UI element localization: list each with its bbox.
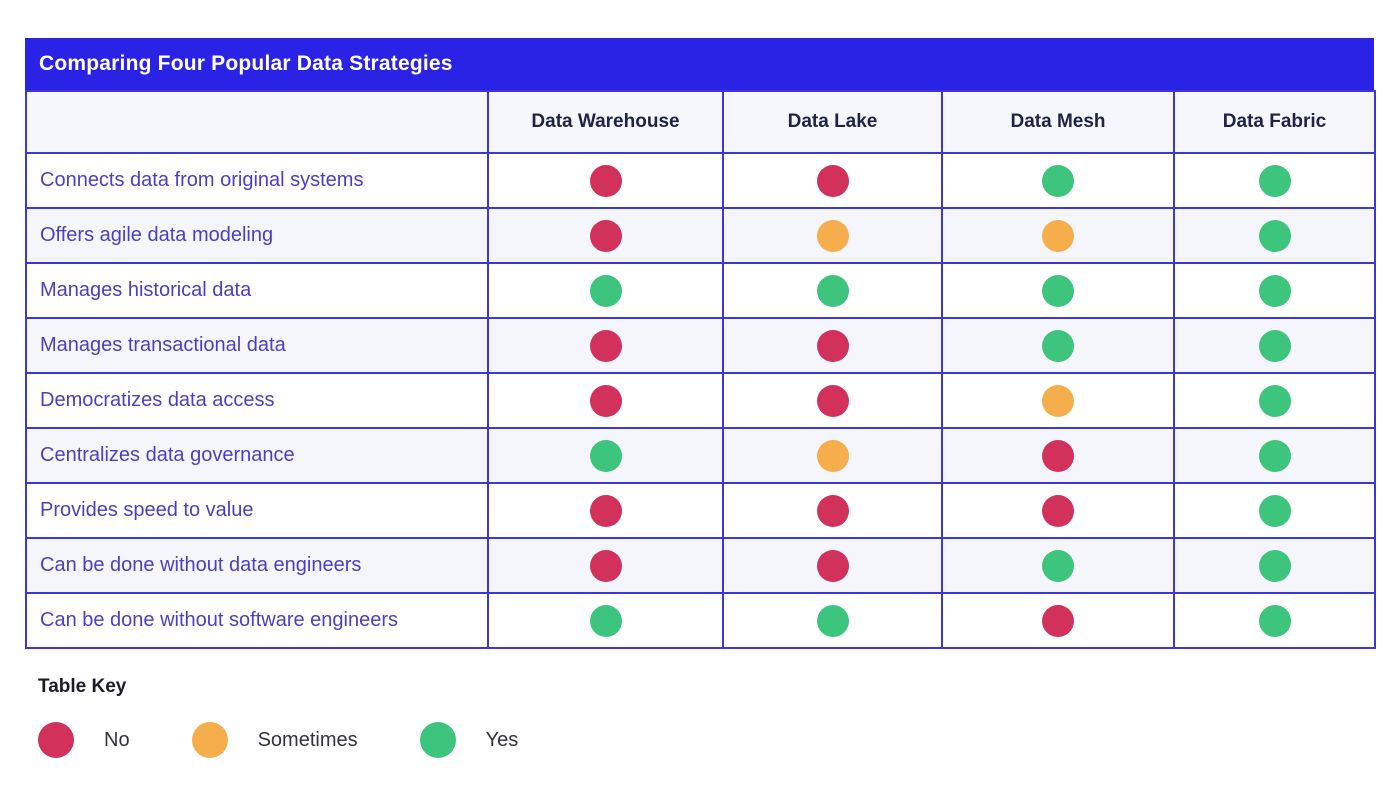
status-dot	[1042, 494, 1074, 527]
row-label: Offers agile data modeling	[25, 207, 489, 264]
row-label: Provides speed to value	[25, 482, 489, 539]
key-label-no: No	[104, 728, 130, 751]
status-dot	[589, 274, 622, 307]
table-row: Can be done without software engineers	[25, 592, 1376, 649]
status-dot	[1258, 274, 1291, 307]
status-dot	[1258, 439, 1291, 472]
key-item-yes: Yes	[419, 722, 519, 758]
status-dot	[816, 219, 849, 252]
table-title: Comparing Four Popular Data Strategies	[39, 52, 453, 75]
status-dot	[816, 549, 849, 582]
table-row: Connects data from original systems	[25, 152, 1376, 209]
status-dot	[589, 604, 622, 637]
status-dot	[1042, 219, 1074, 252]
status-dot	[1258, 604, 1291, 637]
status-dot	[589, 164, 622, 197]
row-label: Connects data from original systems	[25, 152, 489, 209]
table-row: Manages transactional data	[25, 317, 1376, 374]
status-dot	[589, 329, 622, 362]
status-dot	[589, 384, 622, 417]
status-dot	[816, 164, 849, 197]
header-row: Data Warehouse Data Lake Data Mesh Data …	[25, 90, 1376, 154]
status-dot	[1258, 164, 1291, 197]
table-title-bar: Comparing Four Popular Data Strategies	[25, 38, 1374, 90]
status-dot	[589, 439, 622, 472]
table-row: Democratizes data access	[25, 372, 1376, 429]
column-header-data-mesh: Data Mesh	[941, 90, 1175, 154]
column-header-data-warehouse: Data Warehouse	[487, 90, 724, 154]
status-dot	[1042, 164, 1074, 197]
status-dot	[816, 494, 849, 527]
row-label: Manages historical data	[25, 262, 489, 319]
status-dot	[816, 604, 849, 637]
status-dot	[1258, 549, 1291, 582]
status-dot	[816, 384, 849, 417]
key-label-sometimes: Sometimes	[257, 728, 358, 751]
table-key-items: No Sometimes Yes	[38, 722, 638, 758]
row-label: Can be done without software engineers	[25, 592, 489, 649]
status-dot	[589, 219, 622, 252]
status-dot	[589, 549, 622, 582]
table-row: Centralizes data governance	[25, 427, 1376, 484]
column-header-data-fabric: Data Fabric	[1173, 90, 1376, 154]
status-dot	[1042, 274, 1074, 307]
key-label-yes: Yes	[485, 728, 519, 751]
status-dot	[1258, 329, 1291, 362]
table-row: Offers agile data modeling	[25, 207, 1376, 264]
corner-cell	[25, 90, 489, 154]
table-row: Manages historical data	[25, 262, 1376, 319]
table-row: Provides speed to value	[25, 482, 1376, 539]
column-header-data-lake: Data Lake	[722, 90, 943, 154]
comparison-table-container: Comparing Four Popular Data Strategies D…	[25, 38, 1376, 649]
sometimes-dot	[191, 722, 228, 758]
row-label: Manages transactional data	[25, 317, 489, 374]
yes-dot	[419, 722, 456, 758]
status-dot	[816, 329, 849, 362]
row-label: Can be done without data engineers	[25, 537, 489, 594]
row-label: Democratizes data access	[25, 372, 489, 429]
table-key: Table Key No Sometimes Yes	[38, 676, 638, 758]
key-item-sometimes: Sometimes	[191, 722, 358, 758]
comparison-table: Data Warehouse Data Lake Data Mesh Data …	[25, 90, 1376, 649]
status-dot	[1042, 604, 1074, 637]
key-item-no: No	[38, 722, 130, 758]
table-row: Can be done without data engineers	[25, 537, 1376, 594]
row-label: Centralizes data governance	[25, 427, 489, 484]
status-dot	[816, 439, 849, 472]
status-dot	[589, 494, 622, 527]
status-dot	[1042, 384, 1074, 417]
status-dot	[1258, 494, 1291, 527]
status-dot	[1258, 219, 1291, 252]
status-dot	[1258, 384, 1291, 417]
status-dot	[816, 274, 849, 307]
status-dot	[1042, 549, 1074, 582]
no-dot	[38, 722, 74, 758]
table-key-title: Table Key	[38, 676, 127, 697]
status-dot	[1042, 329, 1074, 362]
status-dot	[1042, 439, 1074, 472]
